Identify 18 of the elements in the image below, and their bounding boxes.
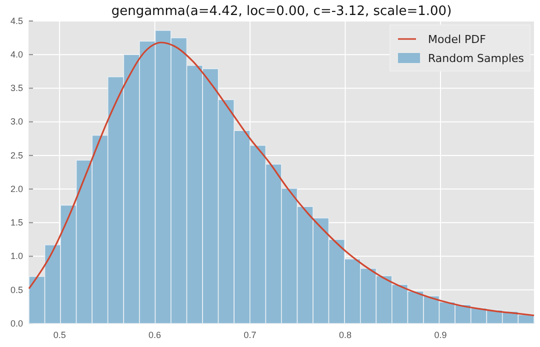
x-tick-label: 0.5 [53,330,66,340]
y-tick-label: 4.0 [10,49,23,60]
y-tick-label: 3.0 [10,116,23,127]
y-tick-label: 0.5 [10,284,23,295]
x-tick-label: 0.6 [148,330,162,340]
y-tick-label: 2.0 [10,184,23,194]
y-tick-label: 2.5 [10,150,23,160]
y-tick-label: 1.5 [10,218,23,228]
y-tick-label: 0.0 [10,318,23,328]
y-tick-label: 3.5 [10,83,23,94]
y-tick-label: 4.5 [10,16,23,26]
legend-label: Random Samples [428,52,524,65]
chart-title: gengamma(a=4.42, loc=0.00, c=-3.12, scale=1.00) [111,4,452,19]
x-tick-label: 0.9 [434,330,447,340]
legend-label: Model PDF [428,33,486,46]
x-tick-label: 0.8 [339,330,352,340]
y-tick-label: 1.0 [10,251,23,262]
x-tick-label: 0.7 [244,330,256,340]
